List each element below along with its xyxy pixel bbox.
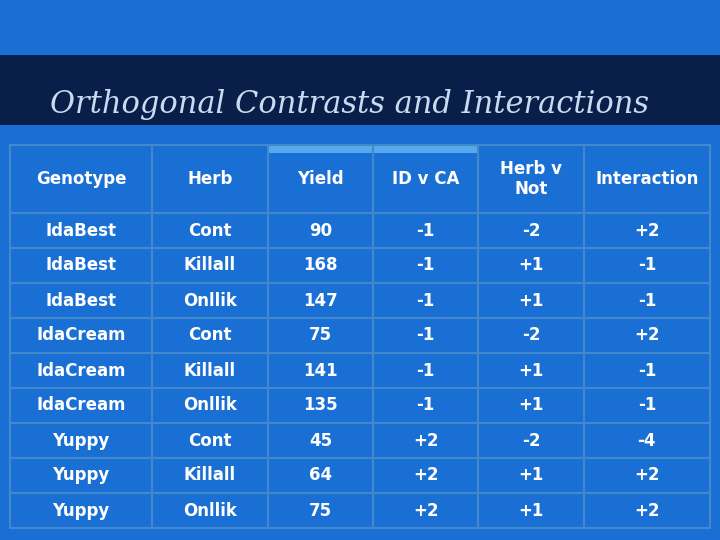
Text: +2: +2 [413,502,438,519]
Text: -1: -1 [417,327,435,345]
Text: 168: 168 [303,256,338,274]
Text: Killall: Killall [184,256,236,274]
Text: Cont: Cont [188,327,232,345]
Text: -4: -4 [638,431,656,449]
Text: IdaCream: IdaCream [36,361,126,380]
Text: Yuppy: Yuppy [53,431,109,449]
Text: +2: +2 [634,327,660,345]
Text: Yuppy: Yuppy [53,502,109,519]
Text: Killall: Killall [184,361,236,380]
Text: +2: +2 [413,431,438,449]
Text: -1: -1 [638,256,656,274]
Text: Cont: Cont [188,431,232,449]
Text: Orthogonal Contrasts and Interactions: Orthogonal Contrasts and Interactions [50,90,649,120]
Text: Onllik: Onllik [183,502,237,519]
Text: 90: 90 [309,221,332,240]
Text: +1: +1 [518,256,544,274]
Text: Interaction: Interaction [595,170,698,188]
FancyBboxPatch shape [10,145,710,528]
Text: 147: 147 [303,292,338,309]
Text: 75: 75 [309,327,332,345]
Text: 64: 64 [309,467,332,484]
FancyBboxPatch shape [10,145,710,213]
Text: -1: -1 [638,361,656,380]
Text: -1: -1 [417,361,435,380]
Text: IdaBest: IdaBest [45,221,117,240]
FancyBboxPatch shape [268,145,373,153]
Text: Yield: Yield [297,170,344,188]
Text: Herb v
Not: Herb v Not [500,160,562,198]
FancyBboxPatch shape [373,145,478,153]
Text: +2: +2 [634,221,660,240]
FancyBboxPatch shape [0,55,720,125]
Text: -1: -1 [417,221,435,240]
Text: +1: +1 [518,292,544,309]
Text: Onllik: Onllik [183,292,237,309]
Text: +1: +1 [518,361,544,380]
Text: IdaBest: IdaBest [45,292,117,309]
Text: Genotype: Genotype [36,170,126,188]
Text: -2: -2 [522,327,540,345]
Text: IdaCream: IdaCream [36,327,126,345]
Text: Cont: Cont [188,221,232,240]
Text: Killall: Killall [184,467,236,484]
Text: -1: -1 [417,292,435,309]
Text: -1: -1 [638,292,656,309]
Text: IdaCream: IdaCream [36,396,126,415]
Text: Herb: Herb [187,170,233,188]
Text: 75: 75 [309,502,332,519]
Text: +2: +2 [634,467,660,484]
Text: -1: -1 [417,256,435,274]
Text: IdaBest: IdaBest [45,256,117,274]
Text: +2: +2 [413,467,438,484]
Text: Yuppy: Yuppy [53,467,109,484]
Text: +2: +2 [634,502,660,519]
Text: -1: -1 [417,396,435,415]
Text: -2: -2 [522,221,540,240]
Text: 141: 141 [303,361,338,380]
Text: -1: -1 [638,396,656,415]
Text: 45: 45 [309,431,332,449]
Text: +1: +1 [518,502,544,519]
Text: Onllik: Onllik [183,396,237,415]
Text: 135: 135 [303,396,338,415]
Text: +1: +1 [518,396,544,415]
Text: +1: +1 [518,467,544,484]
Text: ID v CA: ID v CA [392,170,459,188]
Text: -2: -2 [522,431,540,449]
